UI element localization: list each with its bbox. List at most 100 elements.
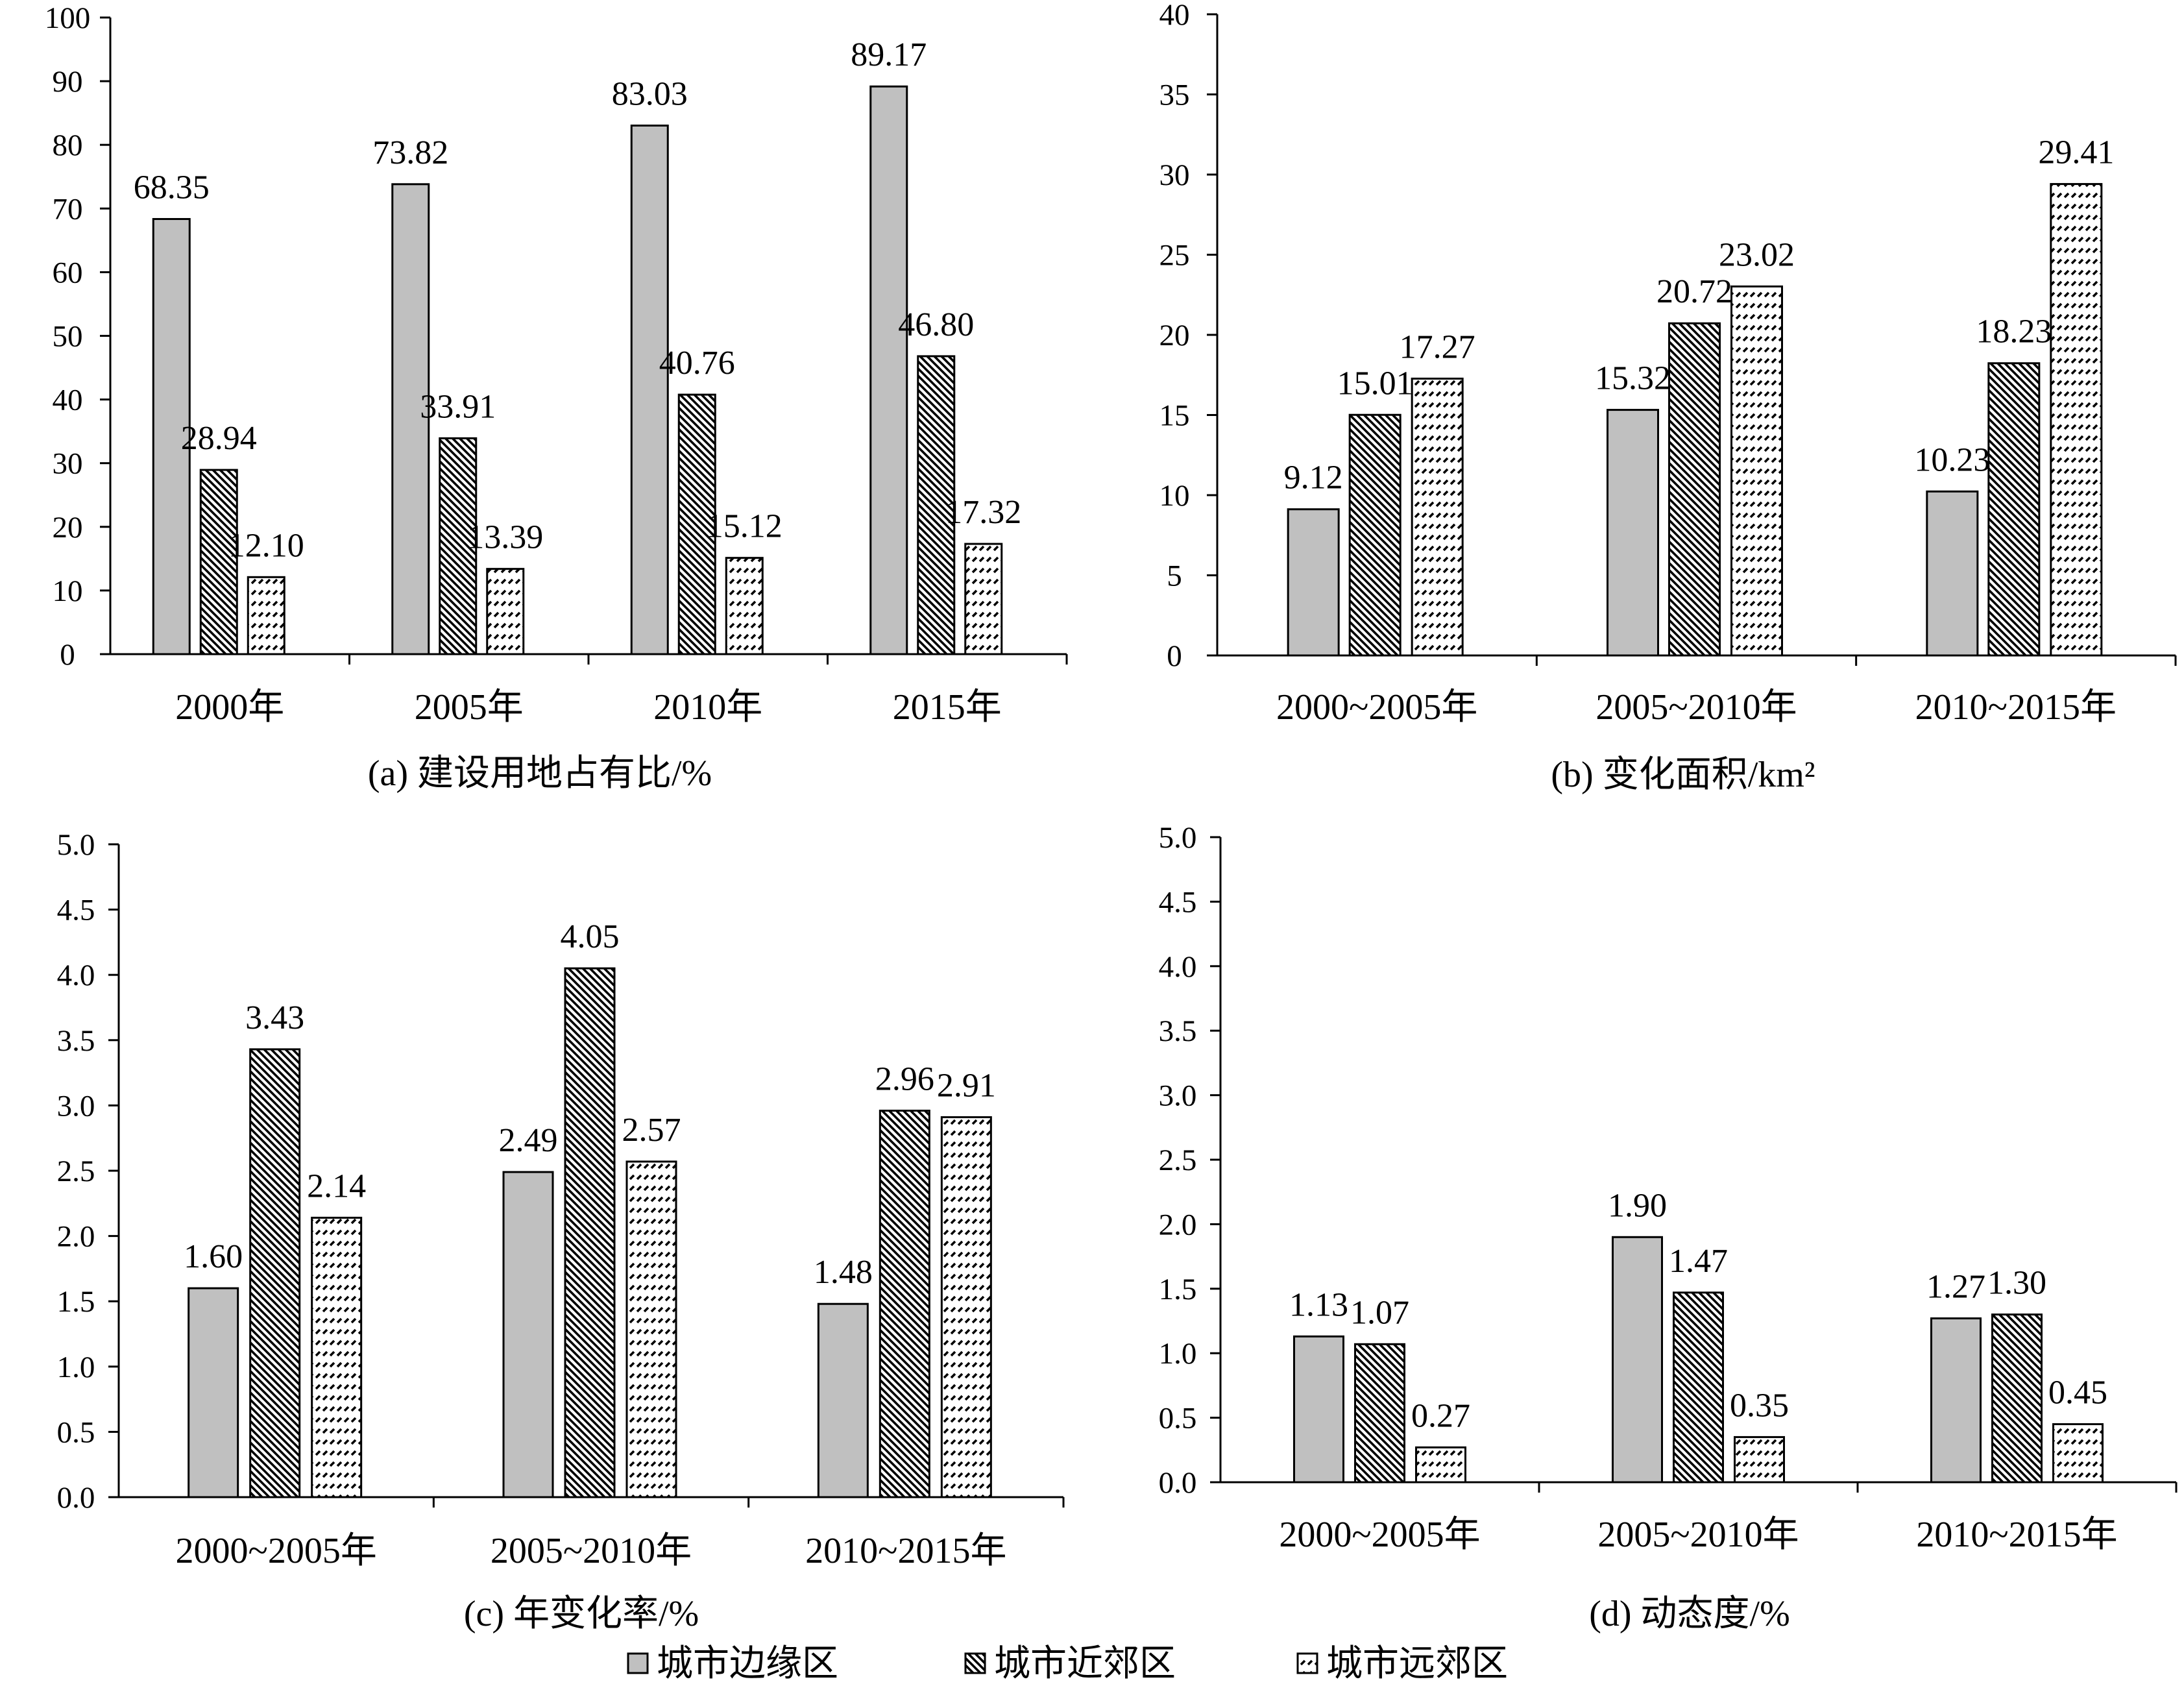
bar-near (439, 437, 478, 655)
bar-far (2050, 183, 2103, 657)
y-tick-label: 30 (1159, 158, 1190, 192)
data-label: 9.12 (1284, 459, 1343, 496)
data-label: 83.03 (612, 75, 688, 112)
data-label: 23.02 (1719, 236, 1795, 273)
bar-far (2052, 1423, 2104, 1484)
y-tick-label: 0 (60, 638, 75, 672)
y-tick-label: 100 (45, 1, 91, 35)
y-tick-label: 4.0 (57, 959, 95, 992)
bar-far (1411, 377, 1464, 657)
legend-swatch-edge (627, 1652, 649, 1674)
data-label: 33.91 (420, 388, 496, 425)
chart-caption: (c) 年变化率/% (464, 1594, 699, 1634)
y-tick-label: 20 (53, 511, 83, 544)
bar-edge (1607, 409, 1659, 657)
y-tick-label: 3.0 (57, 1089, 95, 1123)
y-tick-label: 70 (53, 192, 83, 226)
y-tick-label: 3.5 (1159, 1014, 1197, 1048)
data-label: 20.72 (1656, 273, 1732, 310)
y-tick-label: 1.5 (57, 1285, 95, 1319)
y-tick-label: 0.0 (1159, 1466, 1197, 1500)
y-tick-label: 80 (53, 128, 83, 162)
data-label: 3.43 (245, 999, 304, 1036)
data-label: 15.12 (707, 508, 783, 545)
y-tick-label: 10 (53, 574, 83, 608)
bar-near (1668, 322, 1721, 657)
data-label: 46.80 (898, 306, 974, 343)
x-category-label: 2010~2015年 (1916, 1515, 2117, 1555)
y-tick-label: 2.0 (57, 1220, 95, 1254)
data-label: 1.13 (1289, 1286, 1348, 1323)
bar-near (199, 469, 238, 655)
data-label: 29.41 (2038, 134, 2114, 171)
data-label: 2.96 (875, 1060, 934, 1097)
y-tick-label: 10 (1159, 479, 1190, 513)
y-tick-label: 1.0 (57, 1350, 95, 1384)
data-label: 1.60 (184, 1238, 243, 1275)
x-category-label: 2000~2005年 (176, 1531, 377, 1571)
y-tick-label: 0.5 (1159, 1402, 1197, 1436)
y-tick-label: 0 (1167, 639, 1182, 673)
data-label: 18.23 (1976, 313, 2052, 350)
x-category-label: 2005~2010年 (1597, 1515, 1799, 1555)
bar-far (1730, 285, 1783, 657)
data-label: 15.32 (1595, 360, 1671, 397)
bar-edge (630, 124, 669, 655)
data-label: 13.39 (467, 519, 543, 556)
bar-far (247, 576, 285, 655)
legend-label: 城市边缘区 (657, 1644, 838, 1684)
x-category-label: 2010年 (653, 687, 762, 727)
legend-item-edge: 城市边缘区 (627, 1644, 838, 1684)
bar-far (311, 1216, 363, 1498)
data-label: 73.82 (372, 134, 448, 171)
bar-near (1991, 1313, 2043, 1484)
bar-far (486, 568, 525, 655)
bar-edge (817, 1302, 869, 1498)
y-tick-label: 20 (1159, 319, 1190, 352)
legend-item-near: 城市近郊区 (964, 1644, 1176, 1684)
data-label: 1.47 (1669, 1243, 1728, 1280)
y-tick-label: 4.5 (1159, 885, 1197, 919)
chart-caption: (d) 动态度/% (1589, 1594, 1790, 1634)
x-category-label: 2005年 (415, 687, 524, 727)
chart-panel-b: 0 5 10 15 20 25 30 35 40 2000~2005年 9.12 15.0117.27… (1159, 0, 2177, 795)
x-category-label: 2000~2005年 (1279, 1515, 1480, 1555)
chart-panel-c: 0.0 0.5 1.0 1.5 2.0 2.5 3.0 3.5 4.0 4.5 5.0 2000~20… (57, 828, 1065, 1634)
bar-near (1354, 1343, 1405, 1484)
data-label: 68.35 (134, 169, 210, 206)
x-category-label: 2000年 (175, 687, 284, 727)
y-tick-label: 5 (1167, 559, 1182, 593)
data-label: 89.17 (851, 36, 927, 73)
legend: 城市边缘区 城市近郊区 城市远郊区 (627, 1644, 1508, 1684)
legend-label: 城市远郊区 (1326, 1644, 1508, 1684)
y-tick-label: 60 (53, 256, 83, 289)
bar-far (940, 1116, 992, 1498)
data-label: 40.76 (659, 345, 735, 382)
data-label: 1.48 (814, 1254, 873, 1291)
data-label: 2.14 (307, 1167, 366, 1204)
chart-caption: (a) 建设用地占有比/% (368, 753, 712, 794)
y-tick-label: 25 (1159, 239, 1190, 273)
bar-near (1673, 1291, 1724, 1484)
bar-edge (1287, 508, 1340, 657)
bar-near (1348, 413, 1401, 657)
legend-swatch-far (1296, 1652, 1318, 1674)
bar-edge (1930, 1317, 1982, 1484)
bar-edge (869, 85, 908, 655)
y-tick-label: 0.0 (57, 1481, 95, 1515)
data-label: 0.35 (1730, 1387, 1789, 1424)
y-tick-label: 90 (53, 65, 83, 99)
bar-edge (152, 217, 191, 655)
data-label: 10.23 (1914, 441, 1990, 478)
bar-near (249, 1048, 301, 1498)
x-category-label: 2005~2010年 (491, 1531, 692, 1571)
data-label: 28.94 (181, 420, 257, 457)
y-tick-label: 4.5 (57, 894, 95, 927)
bar-far (1415, 1446, 1466, 1484)
chart-caption: (b) 变化面积/km² (1551, 755, 1815, 795)
y-tick-label: 5.0 (1159, 821, 1197, 855)
y-tick-label: 2.0 (1159, 1208, 1197, 1241)
legend-item-far: 城市远郊区 (1296, 1644, 1508, 1684)
data-label: 17.27 (1400, 328, 1475, 365)
